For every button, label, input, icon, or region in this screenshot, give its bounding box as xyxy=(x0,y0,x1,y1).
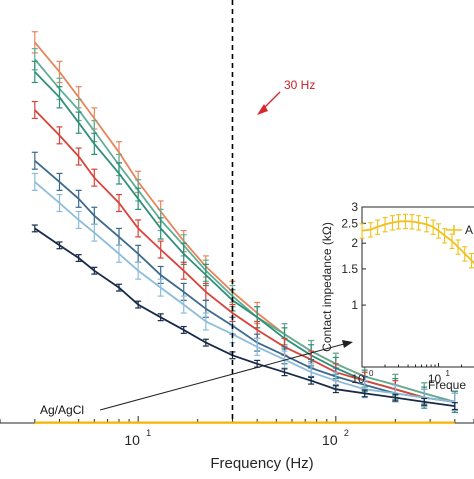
annotation-agagcl-label: Ag/AgCl xyxy=(40,403,84,417)
annotation-30hz-label: 30 Hz xyxy=(284,78,315,92)
annotation-agagcl-arrowhead xyxy=(342,340,353,348)
inset-y-tick-label: 2.5 xyxy=(341,216,358,230)
x-tick-exponent: 1 xyxy=(146,428,151,438)
inset-x-tick-exponent: 1 xyxy=(446,369,451,378)
x-ticks: 10 1 10 2 xyxy=(0,416,474,448)
inset-frame xyxy=(362,207,474,367)
x-axis-label: Frequency (Hz) xyxy=(210,455,313,472)
inset-x-tick-exponent: 0 xyxy=(369,369,374,378)
inset-x-axis-label: Freque xyxy=(428,378,466,392)
annotation-agagcl-line xyxy=(100,344,344,410)
inset-y-tick-label: 2 xyxy=(351,236,358,250)
x-tick-label: 10 xyxy=(322,432,338,448)
inset-x-tick-label: 10 xyxy=(351,372,365,386)
inset-y-tick-label: 3 xyxy=(351,200,358,214)
annotation-30hz: 30 Hz xyxy=(257,78,315,115)
inset-y-axis-label: Contact impedance (kΩ) xyxy=(320,222,334,352)
inset-legend-label: A xyxy=(465,223,473,237)
inset-y-tick-label: 1 xyxy=(351,298,358,312)
x-tick-label: 10 xyxy=(124,432,140,448)
x-tick-exponent: 2 xyxy=(344,428,349,438)
inset-y-tick-label: 1.5 xyxy=(341,262,358,276)
